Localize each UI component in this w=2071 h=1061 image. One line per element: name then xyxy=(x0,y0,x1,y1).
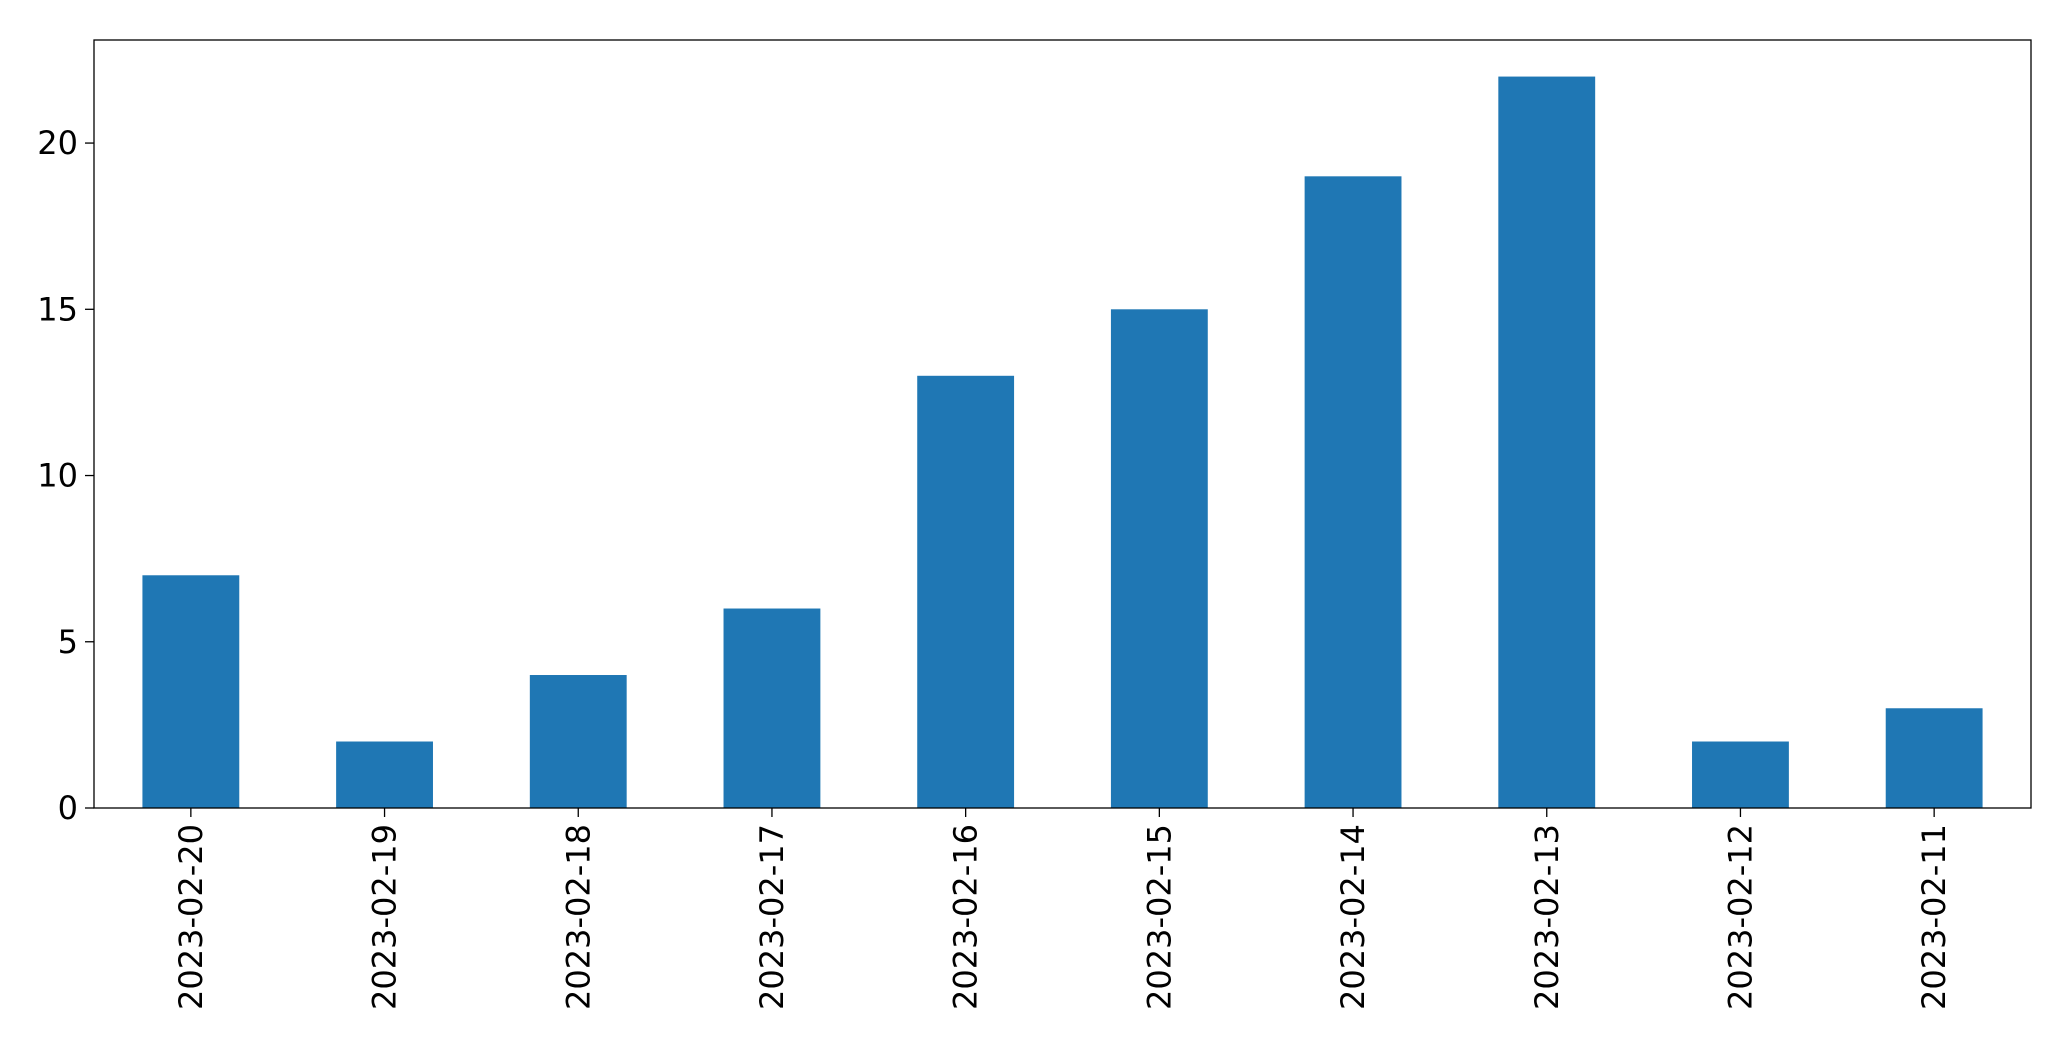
y-tick-label: 0 xyxy=(58,789,78,827)
y-tick-label: 20 xyxy=(37,124,78,162)
x-tick-label: 2023-02-19 xyxy=(366,824,404,1010)
bar xyxy=(723,608,821,808)
x-tick-label: 2023-02-14 xyxy=(1334,824,1372,1010)
bar xyxy=(529,675,627,808)
x-tick-label: 2023-02-13 xyxy=(1528,824,1566,1010)
x-tick-label: 2023-02-16 xyxy=(947,824,985,1010)
bar xyxy=(336,741,433,808)
bar xyxy=(142,575,240,808)
x-tick-label: 2023-02-11 xyxy=(1915,824,1953,1010)
y-tick-label: 5 xyxy=(58,623,78,661)
bar xyxy=(1885,708,1983,808)
y-tick-label: 15 xyxy=(37,290,78,328)
x-tick-label: 2023-02-18 xyxy=(559,824,597,1010)
x-tick-label: 2023-02-12 xyxy=(1721,824,1759,1010)
bar xyxy=(1304,176,1402,808)
y-tick-label: 10 xyxy=(37,457,78,495)
bar xyxy=(1692,741,1789,808)
bar xyxy=(1110,309,1208,808)
x-tick-label: 2023-02-20 xyxy=(172,824,210,1010)
x-tick-label: 2023-02-15 xyxy=(1140,824,1178,1010)
x-tick-label: 2023-02-17 xyxy=(753,824,791,1010)
bar xyxy=(917,375,1015,808)
plot-frame xyxy=(93,39,2032,809)
bar xyxy=(1498,76,1596,809)
